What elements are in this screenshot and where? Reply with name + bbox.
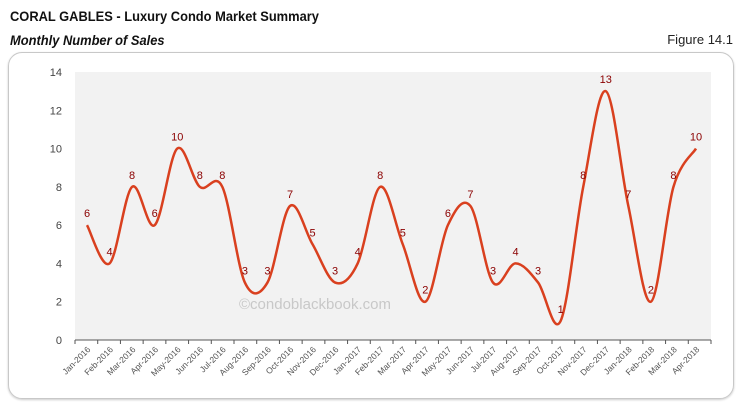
data-label: 10 bbox=[690, 132, 702, 144]
data-label: 1 bbox=[558, 304, 564, 316]
y-tick-label: 10 bbox=[50, 144, 62, 156]
data-label: 2 bbox=[422, 285, 428, 297]
plot-area bbox=[75, 72, 711, 340]
data-label: 8 bbox=[580, 170, 586, 182]
data-label: 8 bbox=[670, 170, 676, 182]
data-label: 8 bbox=[197, 170, 203, 182]
watermark: ©condoblackbook.com bbox=[239, 296, 391, 313]
data-label: 3 bbox=[264, 266, 270, 278]
data-label: 7 bbox=[287, 189, 293, 201]
chart-subtitle: Monthly Number of Sales bbox=[10, 32, 165, 48]
y-tick-label: 8 bbox=[56, 182, 62, 194]
data-label: 5 bbox=[309, 227, 315, 239]
data-label: 13 bbox=[600, 74, 612, 86]
data-label: 3 bbox=[332, 266, 338, 278]
y-tick-label: 14 bbox=[50, 67, 62, 79]
data-label: 3 bbox=[242, 266, 248, 278]
series-line bbox=[85, 89, 698, 326]
data-label: 8 bbox=[377, 170, 383, 182]
data-label: 7 bbox=[625, 189, 631, 201]
data-label: 6 bbox=[152, 208, 158, 220]
data-label: 6 bbox=[445, 208, 451, 220]
data-label: 6 bbox=[84, 208, 90, 220]
report-title: CORAL GABLES - Luxury Condo Market Summa… bbox=[10, 8, 319, 24]
data-label: 4 bbox=[512, 246, 518, 258]
y-tick-label: 0 bbox=[56, 335, 62, 347]
chart-frame bbox=[8, 52, 734, 399]
y-tick-label: 2 bbox=[56, 297, 62, 309]
data-label: 10 bbox=[171, 132, 183, 144]
data-label: 8 bbox=[219, 170, 225, 182]
data-label: 2 bbox=[648, 285, 654, 297]
data-label: 4 bbox=[106, 246, 112, 258]
y-tick-label: 12 bbox=[50, 105, 62, 117]
data-label: 3 bbox=[490, 266, 496, 278]
data-label: 5 bbox=[400, 227, 406, 239]
data-label: 3 bbox=[535, 266, 541, 278]
data-label: 7 bbox=[467, 189, 473, 201]
figure-number: Figure 14.1 bbox=[667, 32, 733, 47]
y-tick-label: 6 bbox=[56, 220, 62, 232]
data-label: 4 bbox=[355, 246, 361, 258]
y-tick-label: 4 bbox=[56, 258, 62, 270]
data-label: 8 bbox=[129, 170, 135, 182]
